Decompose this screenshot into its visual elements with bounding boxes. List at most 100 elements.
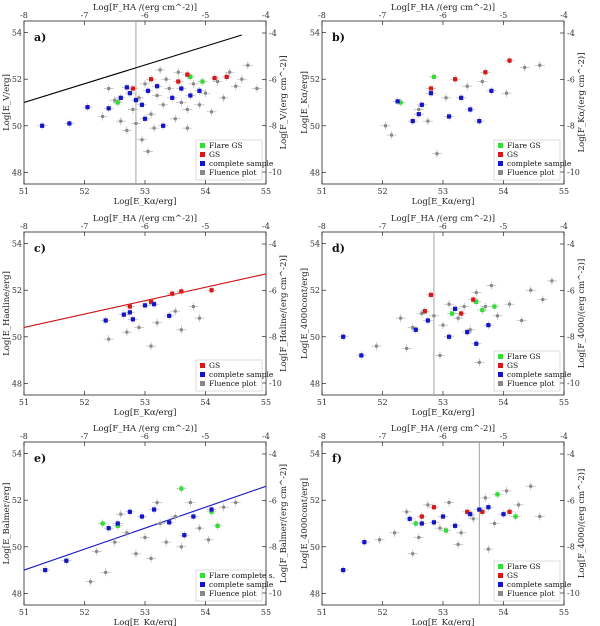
- right-axis-label: Log[F_4000/(erg cm^-2)]: [576, 259, 587, 369]
- data-point: [462, 305, 466, 309]
- data-point: [164, 540, 168, 544]
- plot-area: [338, 442, 545, 605]
- legend-label: Fluence plot: [209, 379, 256, 388]
- data-point: [474, 291, 478, 295]
- data-point: [489, 284, 493, 288]
- legend-swatch: [498, 143, 503, 148]
- top-tick-label: -4: [262, 222, 270, 231]
- data-point: [474, 341, 479, 346]
- x-tick-label: 52: [377, 187, 387, 196]
- legend-swatch: [498, 591, 503, 596]
- legend-label: Fluence plot: [507, 168, 554, 177]
- data-point: [426, 503, 430, 507]
- top-tick-label: -5: [500, 222, 508, 231]
- legend-box: [195, 359, 263, 392]
- x-tick-label: 55: [559, 187, 569, 196]
- panel-label: a): [34, 31, 46, 44]
- right-tick-label: -6: [269, 496, 277, 505]
- legend-swatch: [200, 161, 205, 166]
- data-point: [413, 521, 418, 526]
- data-point: [179, 289, 184, 294]
- data-point: [207, 538, 211, 542]
- top-tick-label: -6: [141, 222, 149, 231]
- top-tick-label: -4: [262, 11, 270, 20]
- data-point: [465, 509, 470, 514]
- data-point: [191, 82, 195, 86]
- data-point: [431, 505, 437, 510]
- data-point: [151, 302, 157, 307]
- data-point: [107, 337, 111, 341]
- data-point: [517, 503, 521, 507]
- data-point: [167, 313, 172, 318]
- panel-label: e): [34, 452, 46, 465]
- data-point: [483, 70, 488, 75]
- data-point: [446, 334, 452, 339]
- data-point: [210, 110, 214, 114]
- legend-swatch: [498, 354, 503, 359]
- data-point: [507, 58, 512, 63]
- legend-swatch: [200, 363, 205, 368]
- data-point: [441, 323, 445, 327]
- data-point: [170, 95, 175, 100]
- top-tick-label: -7: [379, 222, 387, 231]
- data-point: [197, 526, 201, 530]
- x-tick-label: 52: [79, 398, 89, 407]
- y-tick-label: 54: [310, 29, 320, 38]
- plot-area: [24, 21, 262, 184]
- data-point: [146, 149, 150, 153]
- top-axis-label: Log[F_HA /(erg cm^-2)]: [391, 213, 495, 224]
- x-tick-label: 51: [19, 398, 29, 407]
- data-point: [413, 327, 418, 332]
- x-axis-label: Log[E_Kα/erg]: [114, 618, 177, 626]
- data-point: [447, 501, 451, 505]
- data-point: [419, 521, 424, 526]
- data-point: [508, 302, 512, 306]
- y-tick-label: 52: [12, 286, 22, 295]
- top-tick-label: -6: [141, 11, 149, 20]
- data-point: [453, 523, 458, 528]
- y-tick-label: 52: [12, 75, 22, 84]
- data-point: [155, 94, 159, 98]
- data-point: [438, 526, 442, 530]
- top-tick-label: -8: [20, 432, 28, 441]
- data-point: [188, 501, 192, 505]
- data-point: [125, 330, 129, 334]
- data-point: [362, 540, 367, 545]
- legend-swatch: [200, 381, 205, 386]
- data-point: [89, 580, 93, 584]
- right-tick-label: -4: [567, 29, 575, 38]
- legend-swatch: [498, 564, 503, 569]
- data-point: [142, 116, 148, 121]
- legend-swatch: [498, 152, 503, 157]
- panel-a: 51 52 53 54 55 -8 -7 -6 -5 -4 48 50 52 54 -4 -6 -8 -10 Log…: [2, 2, 289, 207]
- legend-swatch: [200, 152, 205, 157]
- plot-area: [24, 484, 266, 586]
- x-axis-label: Log[E_Kα/erg]: [412, 197, 475, 207]
- data-point: [405, 510, 409, 514]
- top-axis-label: Log[F_HA /(erg cm^-2)]: [93, 213, 197, 224]
- y-tick-label: 50: [310, 543, 320, 552]
- legend-label: Flare GS: [507, 141, 541, 150]
- data-point: [64, 558, 69, 563]
- legend-box: [195, 569, 263, 602]
- y-tick-label: 48: [12, 589, 22, 598]
- right-tick-label: -4: [269, 29, 277, 38]
- data-point: [191, 305, 195, 309]
- data-point: [127, 509, 132, 514]
- data-point: [143, 535, 147, 539]
- x-tick-label: 55: [559, 398, 569, 407]
- data-point: [492, 522, 496, 525]
- data-point: [431, 520, 437, 525]
- legend-swatch: [200, 372, 205, 377]
- y-tick-label: 52: [310, 496, 320, 505]
- data-point: [115, 521, 120, 526]
- data-point: [148, 299, 154, 304]
- data-point: [161, 103, 165, 107]
- data-point: [127, 91, 132, 96]
- right-tick-label: -8: [567, 122, 575, 131]
- right-tick-label: -8: [269, 333, 277, 342]
- legend-box: [493, 139, 561, 181]
- data-point: [176, 70, 180, 74]
